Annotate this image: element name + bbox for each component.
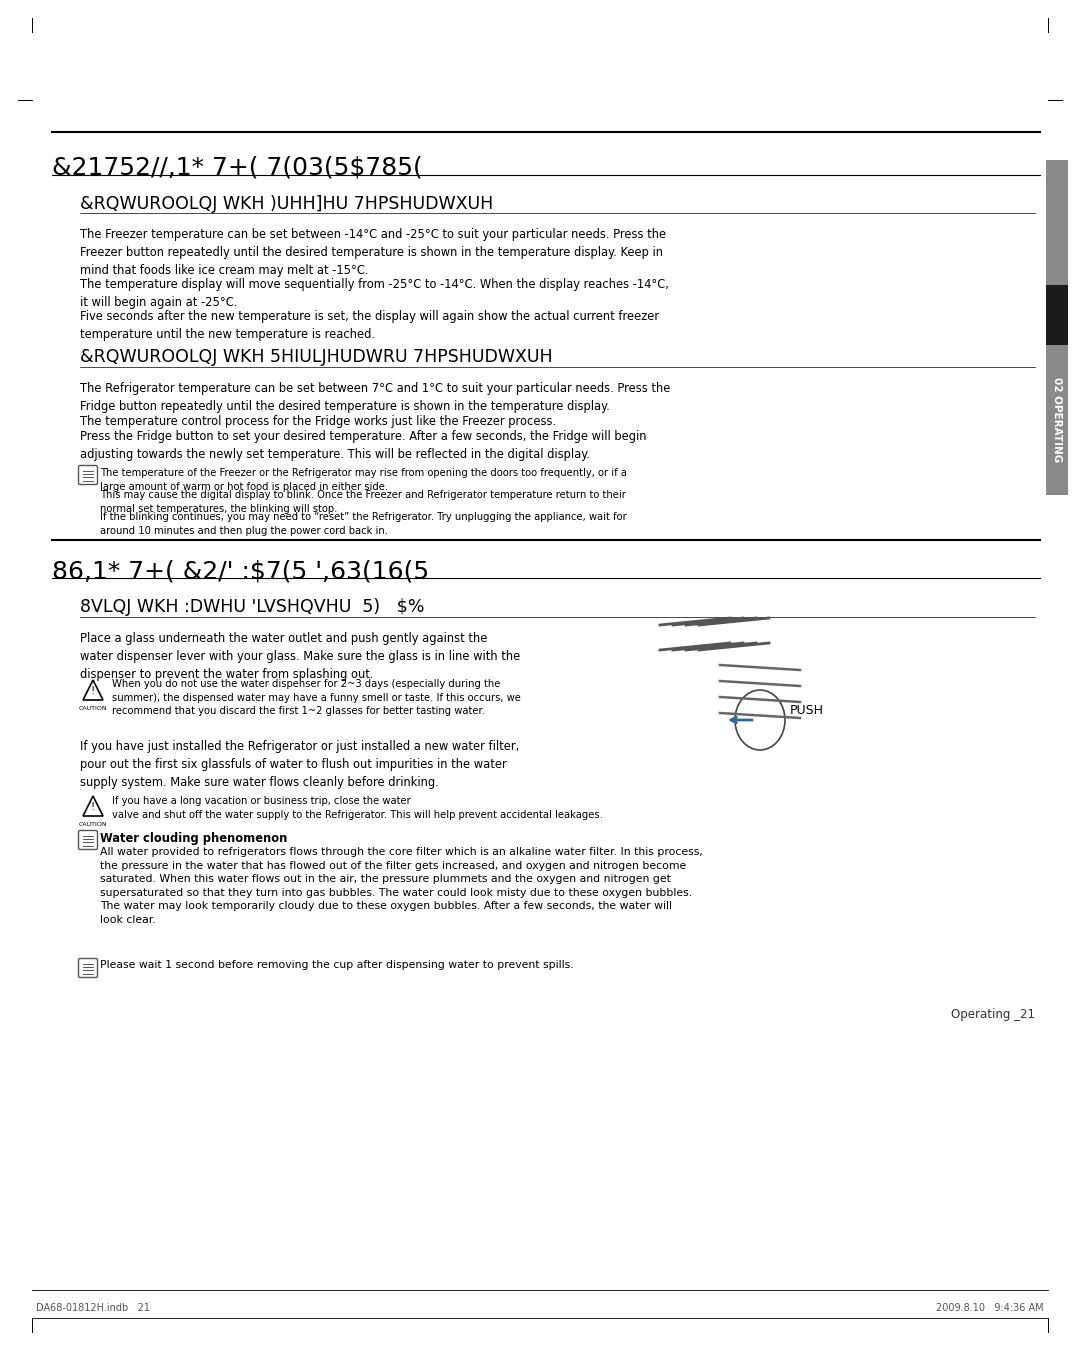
Text: 8VLQJ WKH :DWHU 'LVSHQVHU  5)   $%: 8VLQJ WKH :DWHU 'LVSHQVHU 5) $% — [80, 598, 424, 616]
Bar — [1047, 345, 1068, 494]
Text: When you do not use the water dispenser for 2~3 days (especially during the
summ: When you do not use the water dispenser … — [112, 679, 521, 717]
FancyBboxPatch shape — [79, 466, 97, 485]
Text: CAUTION: CAUTION — [79, 706, 107, 711]
Text: Five seconds after the new temperature is set, the display will again show the a: Five seconds after the new temperature i… — [80, 310, 659, 341]
Text: !: ! — [91, 801, 95, 812]
Text: The Freezer temperature can be set between -14°C and -25°C to suit your particul: The Freezer temperature can be set betwe… — [80, 228, 666, 277]
Text: &21752//,1* 7+( 7(03(5$785(: &21752//,1* 7+( 7(03(5$785( — [52, 155, 422, 179]
Text: PUSH: PUSH — [789, 703, 824, 717]
Text: 02 OPERATING: 02 OPERATING — [1052, 377, 1062, 462]
Bar — [1047, 160, 1068, 286]
Text: This may cause the digital display to blink. Once the Freezer and Refrigerator t: This may cause the digital display to bl… — [100, 490, 626, 513]
Text: CAUTION: CAUTION — [79, 822, 107, 827]
Text: Please wait 1 second before removing the cup after dispensing water to prevent s: Please wait 1 second before removing the… — [100, 960, 573, 970]
Text: All water provided to refrigerators flows through the core filter which is an al: All water provided to refrigerators flow… — [100, 847, 703, 925]
Text: 2009.8.10   9:4:36 AM: 2009.8.10 9:4:36 AM — [936, 1303, 1044, 1313]
Text: Water clouding phenomenon: Water clouding phenomenon — [100, 832, 287, 845]
Text: If you have just installed the Refrigerator or just installed a new water filter: If you have just installed the Refrigera… — [80, 740, 519, 789]
Text: The temperature control process for the Fridge works just like the Freezer proce: The temperature control process for the … — [80, 415, 556, 428]
Text: The temperature of the Freezer or the Refrigerator may rise from opening the doo: The temperature of the Freezer or the Re… — [100, 467, 627, 492]
Text: Operating _21: Operating _21 — [951, 1008, 1035, 1021]
Text: Place a glass underneath the water outlet and push gently against the
water disp: Place a glass underneath the water outle… — [80, 632, 521, 682]
Text: If the blinking continues, you may need to “reset” the Refrigerator. Try unplugg: If the blinking continues, you may need … — [100, 512, 626, 536]
Text: Press the Fridge button to set your desired temperature. After a few seconds, th: Press the Fridge button to set your desi… — [80, 430, 647, 461]
FancyBboxPatch shape — [79, 959, 97, 978]
Text: The Refrigerator temperature can be set between 7°C and 1°C to suit your particu: The Refrigerator temperature can be set … — [80, 383, 671, 414]
Text: DA68-01812H.indb   21: DA68-01812H.indb 21 — [36, 1303, 150, 1313]
Text: 86,1* 7+( &2/' :$7(5 ',63(16(5: 86,1* 7+( &2/' :$7(5 ',63(16(5 — [52, 560, 429, 585]
Text: &RQWUROOLQJ WKH 5HIULJHUDWRU 7HPSHUDWXUH: &RQWUROOLQJ WKH 5HIULJHUDWRU 7HPSHUDWXUH — [80, 348, 553, 366]
Text: If you have a long vacation or business trip, close the water
valve and shut off: If you have a long vacation or business … — [112, 796, 603, 819]
Bar — [1047, 286, 1068, 345]
Text: !: ! — [91, 686, 95, 696]
FancyBboxPatch shape — [79, 831, 97, 850]
Text: &RQWUROOLQJ WKH )UHH]HU 7HPSHUDWXUH: &RQWUROOLQJ WKH )UHH]HU 7HPSHUDWXUH — [80, 195, 494, 213]
Text: The temperature display will move sequentially from -25°C to -14°C. When the dis: The temperature display will move sequen… — [80, 277, 669, 308]
